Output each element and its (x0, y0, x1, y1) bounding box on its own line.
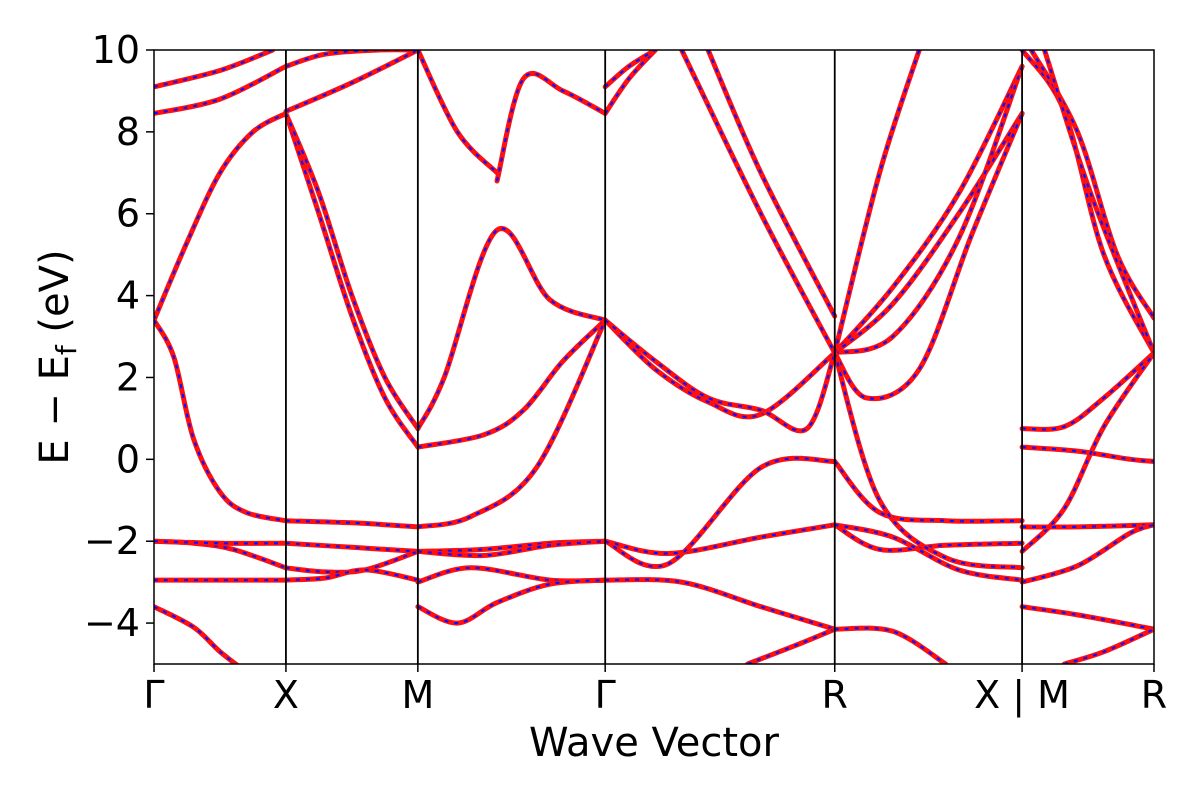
band-line-29 (602, 577, 838, 632)
band-line-33 (679, 50, 838, 356)
band-line-18 (415, 317, 608, 530)
band-line-dashed-6 (154, 65, 287, 115)
x-tick-label: R (1141, 673, 1167, 717)
band-line-dashed-38 (833, 112, 1024, 400)
band-line-14 (283, 50, 421, 69)
x-axis-label: Wave Vector (529, 720, 780, 766)
x-tick-label: R (822, 673, 848, 717)
band-line-dashed-44 (833, 50, 921, 354)
band-line-5 (154, 604, 240, 664)
band-line-53 (1028, 50, 1154, 321)
x-tick-label: M (401, 673, 434, 717)
band-line-dashed-17 (416, 227, 606, 430)
y-tick-label: −2 (84, 519, 140, 563)
band-line-dashed-45 (1022, 352, 1154, 431)
symmetry-lines (285, 50, 1023, 664)
band-line-dashed-20 (417, 540, 606, 557)
band-line-dashed-1 (154, 319, 287, 522)
band-line-52 (1019, 50, 1154, 356)
band-line-dashed-24 (495, 72, 606, 182)
band-line-22 (415, 577, 608, 626)
band-line-45 (1019, 350, 1154, 432)
y-axis-ticks: −4 −2 0 2 4 6 8 10 (84, 28, 154, 645)
band-line-dashed-5 (154, 605, 238, 664)
y-tick-label: −4 (84, 601, 140, 645)
band-line-1 (154, 317, 289, 524)
y-tick-label: 6 (116, 192, 140, 236)
band-line-dashed-40 (834, 523, 1023, 552)
y-axis-label-sub: f (50, 344, 83, 355)
band-line-dashed-22 (417, 579, 606, 625)
band-line-11 (283, 540, 421, 554)
band-line-dashed-49 (1021, 523, 1154, 584)
band-line-6 (154, 63, 289, 116)
band-line-36 (832, 110, 1025, 356)
band-line-26 (602, 317, 838, 434)
band-line-dashed-35 (833, 65, 1024, 354)
band-line-dashed-9 (284, 112, 419, 430)
band-line-27 (602, 522, 838, 557)
band-line-dashed-27 (604, 523, 835, 555)
band-line-dashed-34 (747, 628, 836, 664)
band-line-39 (832, 458, 1025, 524)
band-line-dashed-29 (605, 578, 836, 631)
band-line-3 (154, 538, 289, 546)
x-tick-label: X (273, 673, 299, 717)
band-line-dashed-8 (284, 113, 419, 448)
band-line-37 (832, 63, 1025, 356)
band-line-0 (154, 110, 289, 323)
band-line-dashed-2 (154, 540, 287, 569)
band-line-34 (745, 626, 838, 664)
x-tick-label: X | M (974, 673, 1070, 718)
band-line-17 (415, 225, 608, 432)
band-line-24 (494, 70, 608, 184)
band-line-dashed-18 (417, 319, 607, 528)
band-line-dashed-47 (1021, 352, 1154, 553)
band-line-dashed-25 (604, 319, 836, 418)
plot-frame (153, 49, 1155, 665)
y-tick-label: 2 (116, 355, 140, 399)
band-line-dashed-15 (285, 50, 419, 113)
x-tick-label: Γ (143, 673, 164, 717)
band-line-dashed-51 (1063, 628, 1154, 664)
band-lines (154, 50, 1154, 664)
band-line-dashed-31 (604, 50, 656, 88)
band-line-dashed-16 (417, 319, 606, 449)
band-line-dashed-23 (416, 50, 498, 174)
band-line-dashed-37 (834, 66, 1024, 354)
band-line-dashed-43 (834, 627, 947, 664)
band-line-dashed-33 (680, 50, 836, 354)
band-line-dashed-48 (1022, 523, 1154, 529)
band-line-dashed-50 (1021, 605, 1154, 631)
band-line-13 (283, 567, 421, 583)
band-line-23 (415, 50, 500, 176)
y-axis-label: E − Ef (eV) (32, 249, 83, 464)
band-line-43 (832, 625, 949, 664)
band-line-dashed-41 (833, 352, 1023, 569)
band-line-dashed-42 (834, 523, 1023, 582)
x-tick-label: Γ (595, 673, 616, 717)
y-tick-label: 0 (116, 437, 140, 481)
y-axis-label-unit: (eV) (32, 249, 78, 345)
y-tick-label: 10 (92, 28, 140, 72)
y-axis-label-main: E − E (32, 355, 78, 465)
band-line-dashed-39 (833, 460, 1023, 523)
band-line-32 (705, 50, 838, 319)
band-line-10 (283, 518, 421, 530)
band-line-dashed-0 (154, 112, 287, 321)
band-line-dashed-26 (604, 319, 836, 432)
band-line-dashed-54 (1043, 50, 1154, 354)
x-axis-ticks: Γ X M Γ R X | M R (143, 664, 1167, 718)
band-line-46 (1019, 444, 1154, 464)
y-tick-label: 4 (116, 274, 140, 318)
band-line-42 (832, 522, 1025, 583)
band-line-35 (832, 63, 1025, 356)
y-tick-label: 8 (116, 110, 140, 154)
band-line-dashed-32 (707, 50, 836, 317)
band-line-28 (602, 455, 838, 569)
band-line-dashed-7 (154, 50, 274, 88)
band-line-41 (832, 350, 1025, 571)
